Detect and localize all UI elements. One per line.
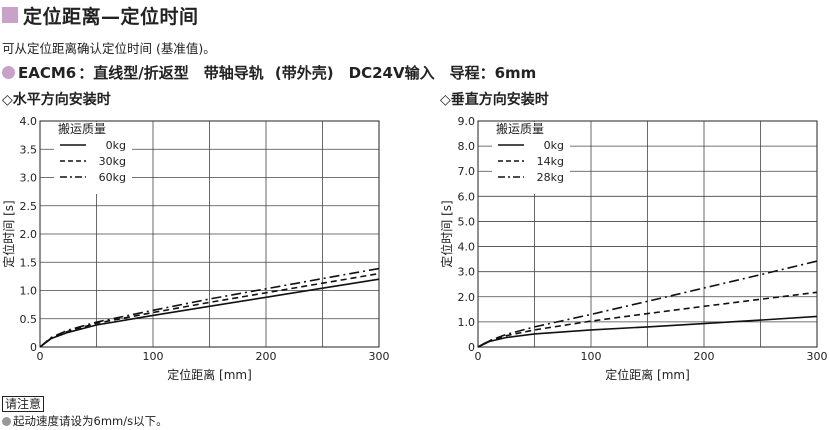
y-tick-label: 4.0 xyxy=(20,115,38,128)
y-tick-label: 1.0 xyxy=(20,285,38,298)
page-title: 定位距离—定位时间 xyxy=(23,5,199,28)
legend-label: 0kg xyxy=(106,139,126,152)
y-tick-label: 9.0 xyxy=(458,115,476,128)
note-line: 起动速度请设为6mm/s以下。 xyxy=(2,413,168,429)
x-tick-label: 300 xyxy=(369,350,390,363)
x-tick-label: 0 xyxy=(475,350,482,363)
chart-subtitle-horizontal: ◇水平方向安装时 xyxy=(2,92,111,108)
title-marker-square xyxy=(2,7,18,23)
y-tick-label: 1.0 xyxy=(458,316,476,329)
y-axis-title: 定位时间 [s] xyxy=(1,200,16,267)
legend-label: 30kg xyxy=(99,155,126,168)
model-name: EACM6 xyxy=(18,63,77,82)
chart-subtitle-vertical: ◇垂直方向安装时 xyxy=(440,92,549,108)
x-axis-title: 定位距离 [mm] xyxy=(605,367,690,382)
x-tick-label: 300 xyxy=(807,350,828,363)
legend-label: 28kg xyxy=(537,171,564,184)
y-axis-title: 定位时间 [s] xyxy=(439,200,454,267)
circle-bullet-icon xyxy=(2,416,11,426)
legend-background xyxy=(54,122,132,194)
x-tick-label: 100 xyxy=(143,350,164,363)
model-spec: ：直线型/折返型 带轴导轨 (带外壳) DC24V输入 导程：6mm xyxy=(78,64,537,82)
y-tick-label: 1.5 xyxy=(20,256,38,269)
note-label: 请注意 xyxy=(2,396,45,412)
legend-title: 搬运质量 xyxy=(58,121,106,136)
y-tick-label: 0.5 xyxy=(20,313,38,326)
y-tick-label: 4.0 xyxy=(458,241,476,254)
note-text: 起动速度请设为6mm/s以下。 xyxy=(13,414,168,428)
legend-background xyxy=(492,122,570,194)
y-tick-label: 0 xyxy=(30,341,37,354)
y-tick-label: 2.0 xyxy=(458,291,476,304)
section-title: 定位距离—定位时间 xyxy=(2,2,199,28)
x-axis-title: 定位距离 [mm] xyxy=(167,367,252,382)
y-tick-label: 0 xyxy=(468,341,475,354)
x-tick-label: 200 xyxy=(694,350,715,363)
y-tick-label: 3.0 xyxy=(458,266,476,279)
y-tick-label: 2.5 xyxy=(20,200,38,213)
legend-label: 60kg xyxy=(99,171,126,184)
model-line: EACM6 ：直线型/折返型 带轴导轨 (带外壳) DC24V输入 导程：6mm xyxy=(2,62,536,83)
y-tick-label: 3.5 xyxy=(20,143,38,156)
y-tick-label: 2.0 xyxy=(20,228,38,241)
circle-bullet-icon xyxy=(2,66,15,79)
chart-horizontal: 0 0.5 1.0 1.5 2.0 2.5 3.0 3.5 4.0 0 100 200 300 定位距离 … xyxy=(1,115,390,382)
y-tick-label: 5.0 xyxy=(458,215,476,228)
chart-vertical: 0 1.0 2.0 3.0 4.0 5.0 6.0 7.0 8.0 9.0 0 100 200 300 定位… xyxy=(439,115,828,382)
y-tick-label: 3.0 xyxy=(20,172,38,185)
series-line-60kg xyxy=(39,267,380,348)
y-tick-label: 8.0 xyxy=(458,140,476,153)
y-tick-label: 6.0 xyxy=(458,190,476,203)
y-tick-label: 7.0 xyxy=(458,165,476,178)
x-tick-label: 200 xyxy=(256,350,277,363)
legend-title: 搬运质量 xyxy=(496,121,544,136)
x-tick-label: 0 xyxy=(37,350,44,363)
legend-label: 14kg xyxy=(537,155,564,168)
x-tick-label: 100 xyxy=(581,350,602,363)
legend-label: 0kg xyxy=(544,139,564,152)
series-line-0kg xyxy=(477,315,818,348)
intro-text: 可从定位距离确认定位时间 (基准值)。 xyxy=(2,41,216,56)
